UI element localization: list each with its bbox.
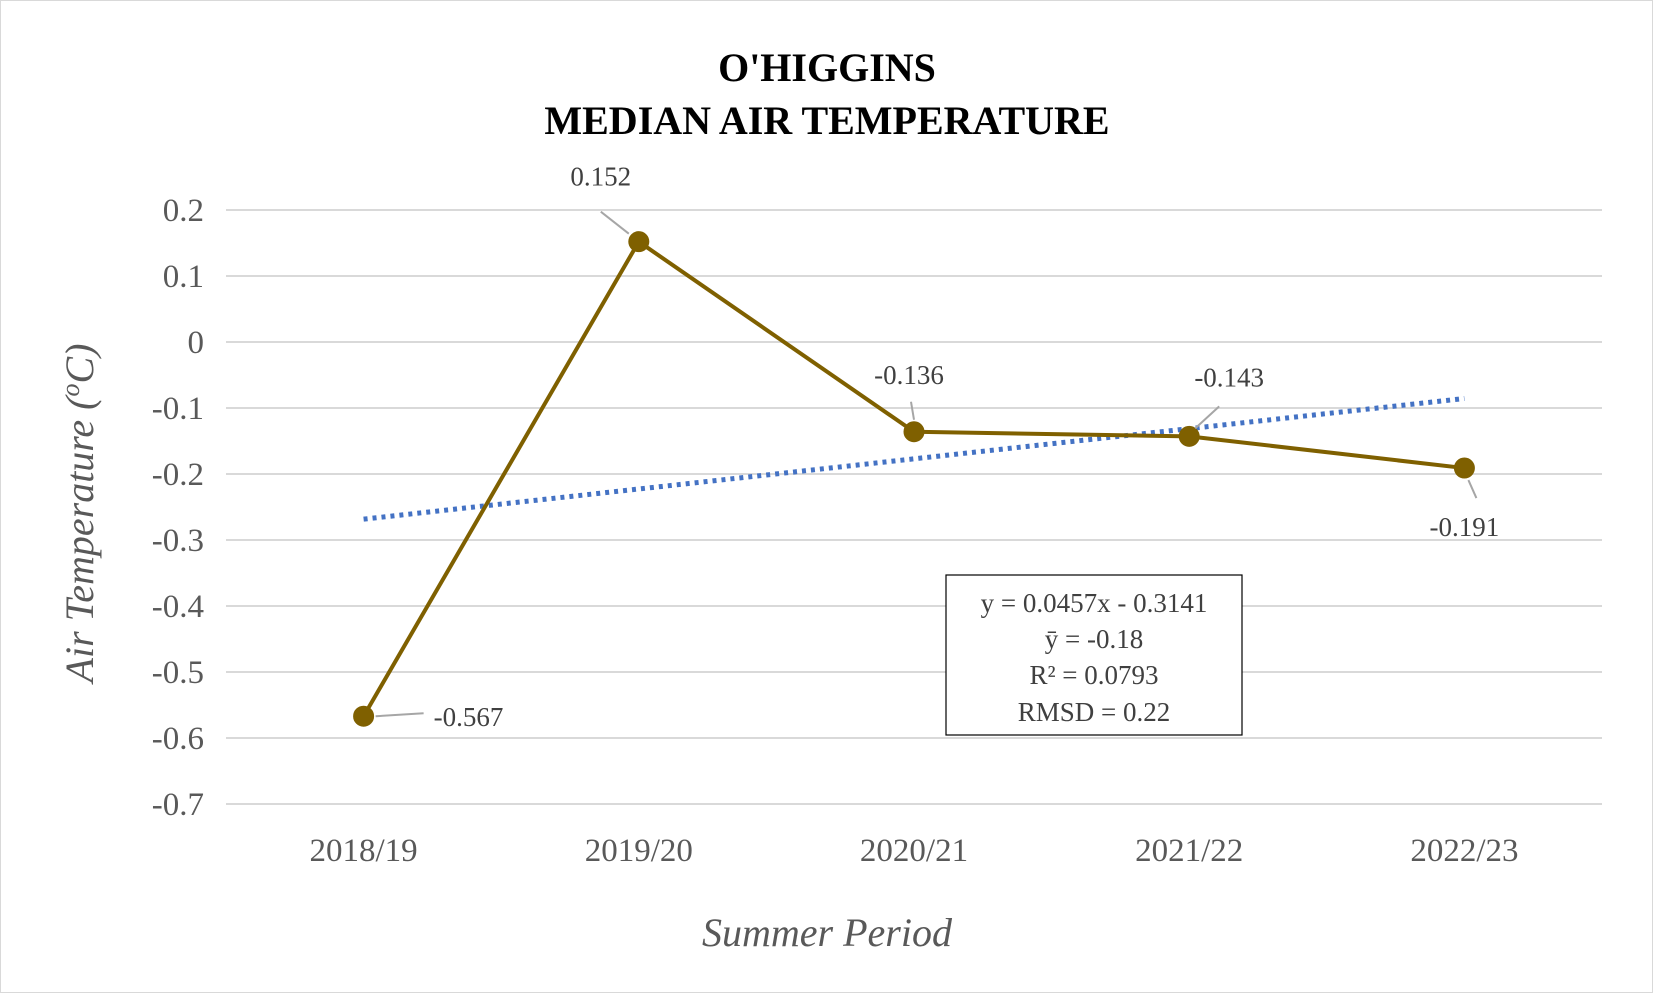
data-label-leader [375, 712, 424, 718]
rmsd-line: RMSD = 0.22 [1018, 697, 1171, 727]
y-tick-label: -0.7 [152, 787, 204, 823]
series-layer [353, 231, 1475, 727]
x-axis-title: Summer Period [702, 910, 953, 955]
y-axis-tick-labels: 0.2 0.1 0 -0.1 -0.2 -0.3 -0.4 -0.5 -0.6 -0.7 [152, 193, 204, 823]
r-squared-line: R² = 0.0793 [1029, 660, 1158, 690]
equation-box-frame [945, 574, 1243, 736]
data-label-leader [910, 401, 915, 420]
y-tick-label: -0.5 [152, 655, 204, 691]
data-labels: -0.567 0.152 -0.136 -0.143 -0.191 [375, 162, 1500, 732]
x-tick-label: 2019/20 [585, 833, 693, 869]
y-tick-label: -0.4 [152, 589, 204, 625]
data-label: -0.567 [434, 702, 504, 732]
y-tick-label: -0.3 [152, 523, 204, 559]
x-tick-label: 2018/19 [310, 833, 418, 869]
y-tick-label: -0.1 [152, 391, 204, 427]
data-label-leader [1194, 405, 1220, 430]
data-label: -0.143 [1194, 362, 1264, 392]
data-point [903, 421, 925, 443]
x-tick-label: 2020/21 [860, 833, 968, 869]
data-point [628, 231, 650, 253]
equation-line: y = 0.0457x - 0.3141 [981, 588, 1208, 618]
y-axis-title-tail: C) [57, 344, 102, 384]
y-tick-label: 0.1 [163, 259, 204, 295]
data-point [353, 705, 375, 727]
chart-title: O'HIGGINS MEDIAN AIR TEMPERATURE [544, 45, 1109, 143]
data-label: -0.191 [1430, 512, 1500, 542]
x-tick-label: 2022/23 [1410, 833, 1518, 869]
data-label: 0.152 [570, 162, 631, 192]
equation-box: y = 0.0457x - 0.3141 ȳ = -0.18 R² = 0.07… [945, 574, 1243, 736]
y-axis-title-main: Air Temperature ( [57, 394, 102, 686]
y-tick-label: -0.2 [152, 457, 204, 493]
x-tick-label: 2021/22 [1135, 833, 1243, 869]
y-tick-label: 0 [188, 325, 205, 361]
data-label-leader [600, 210, 630, 235]
chart-title-line-1: O'HIGGINS [718, 45, 936, 90]
x-axis-tick-labels: 2018/19 2019/20 2020/21 2021/22 2022/23 [310, 833, 1519, 869]
chart-title-line-2: MEDIAN AIR TEMPERATURE [544, 98, 1109, 143]
data-point [1453, 457, 1475, 479]
gridlines [226, 209, 1602, 805]
data-label-leader [1467, 479, 1478, 499]
y-tick-label: 0.2 [163, 193, 204, 229]
mean-line: ȳ = -0.18 [1045, 624, 1143, 654]
series-line [361, 239, 1465, 718]
y-axis-title: Air Temperature (oC) [56, 344, 102, 686]
data-point [1178, 425, 1200, 447]
y-tick-label: -0.6 [152, 721, 204, 757]
data-label: -0.136 [874, 360, 944, 390]
y-axis-title-superscript: o [56, 384, 85, 397]
